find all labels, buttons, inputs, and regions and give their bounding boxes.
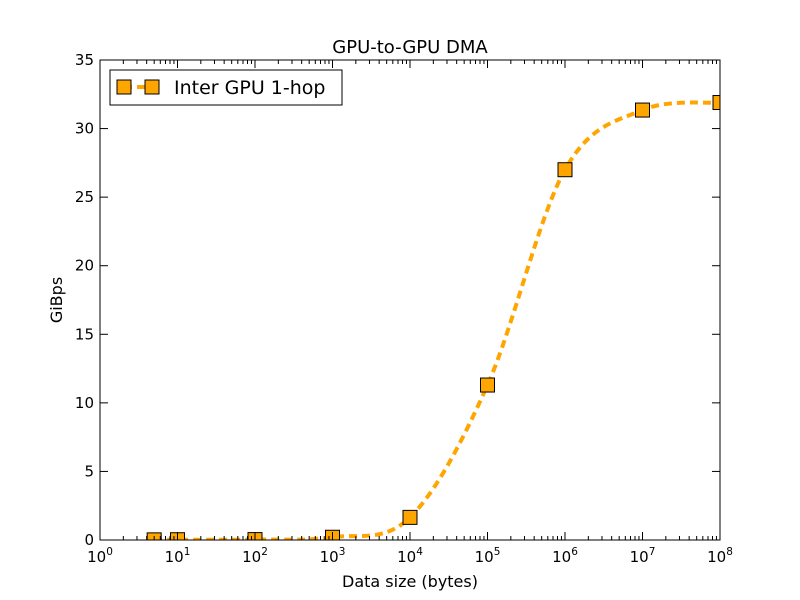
y-tick-label: 35 (75, 51, 94, 69)
plot-area-frame (99, 59, 721, 541)
x-tick-label: 100 (87, 546, 113, 566)
y-tick-label: 10 (75, 394, 94, 412)
legend-marker (116, 79, 132, 95)
x-tick-label: 105 (475, 546, 501, 566)
y-axis: 0 5 10 15 20 25 30 35 (75, 51, 720, 549)
data-point-marker (712, 95, 720, 111)
y-tick-label: 20 (75, 257, 94, 275)
y-tick-label: 0 (84, 531, 94, 549)
x-axis-label: Data size (bytes) (342, 572, 478, 591)
series-line (154, 100, 720, 540)
y-tick-label: 15 (75, 325, 94, 343)
data-point-marker (402, 509, 418, 525)
x-tick-label: 106 (552, 546, 578, 566)
y-tick-label: 5 (84, 462, 94, 480)
legend-marker (144, 79, 160, 95)
x-tick-label: 101 (165, 546, 191, 566)
data-point-marker (635, 102, 650, 118)
y-tick-label: 25 (75, 188, 94, 206)
x-tick-label: 108 (707, 546, 733, 566)
x-tick-label: 107 (630, 546, 656, 566)
chart-title: GPU-to-GPU DMA (332, 37, 488, 58)
x-tick-label: 103 (320, 546, 346, 566)
legend-label: Inter GPU 1-hop (174, 77, 325, 99)
legend: Inter GPU 1-hop (109, 69, 343, 106)
data-point-marker (557, 162, 573, 178)
x-tick-label: 102 (242, 546, 268, 566)
x-axis: 100 101 102 103 104 105 106 107 108 (87, 60, 733, 566)
y-axis-label: GiBps (47, 277, 66, 323)
data-point-marker (480, 377, 495, 393)
y-tick-label: 30 (75, 120, 94, 138)
x-tick-label: 104 (397, 546, 423, 566)
